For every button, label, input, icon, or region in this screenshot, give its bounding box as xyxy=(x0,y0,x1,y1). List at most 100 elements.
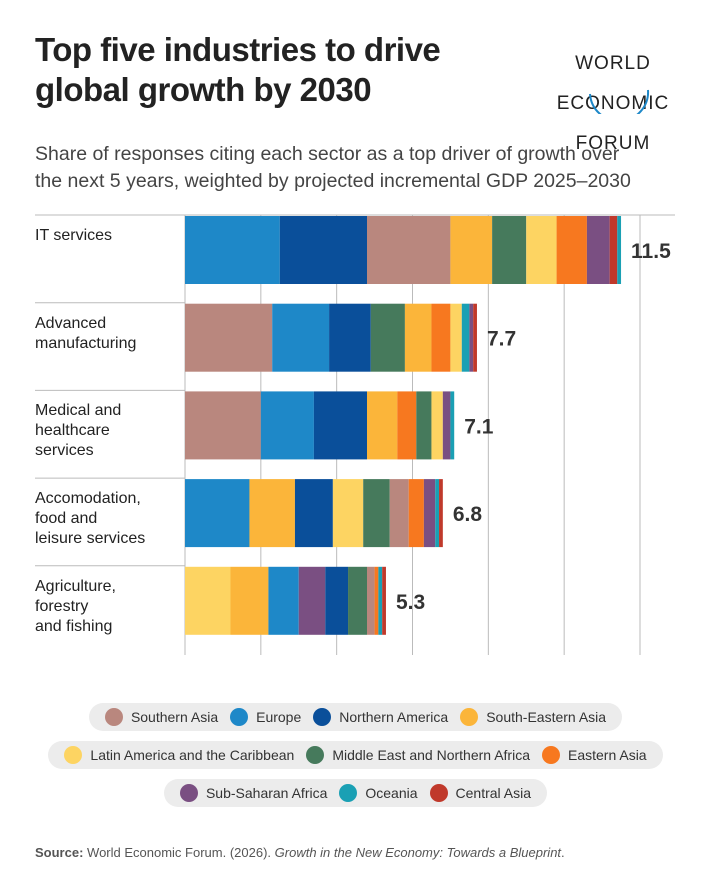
category-label: IT services xyxy=(35,227,113,244)
legend-swatch xyxy=(104,708,123,726)
bar-segment xyxy=(185,391,261,460)
bar-segment xyxy=(492,216,527,284)
bar-segment xyxy=(450,391,455,460)
bar-segment xyxy=(294,479,333,548)
bar-segment xyxy=(442,391,451,460)
legend-item: Sub-Saharan Africa xyxy=(179,784,328,802)
total-label: 11.5 xyxy=(631,240,671,263)
total-label: 6.8 xyxy=(453,503,483,526)
total-label: 5.3 xyxy=(396,591,425,614)
category-label: Medical and healthcare services xyxy=(35,402,122,460)
bar-segment xyxy=(450,303,462,372)
bar-segment xyxy=(185,216,280,284)
bar-segment xyxy=(249,479,295,548)
bar-segment xyxy=(332,479,364,548)
bar-segment xyxy=(469,303,474,372)
legend-item: Middle East and Northern Africa xyxy=(306,746,530,764)
bar-segment xyxy=(423,479,436,548)
source-title: Growth in the New Economy: Towards a Blu… xyxy=(274,845,562,860)
legend-row: Southern Asia Europe Northern America South… xyxy=(0,703,711,731)
bar-segment xyxy=(363,479,390,548)
legend-swatch xyxy=(429,784,448,802)
bar-segment xyxy=(473,303,477,372)
source-end: . xyxy=(561,845,565,860)
legend-label: Southern Asia xyxy=(130,709,219,725)
chart-title: Top five industries to drive global grow… xyxy=(35,31,441,108)
bar-segment xyxy=(461,303,470,372)
legend-swatch xyxy=(230,708,249,726)
total-label: 7.1 xyxy=(464,415,494,438)
bar-segment xyxy=(185,479,250,548)
source-label: Source: xyxy=(35,845,84,860)
bar-segment xyxy=(298,566,326,635)
total-label: 7.7 xyxy=(487,328,516,351)
bar-segment xyxy=(367,566,375,635)
bar-segment xyxy=(272,303,330,372)
legend-pill: Southern Asia Europe Northern America South… xyxy=(88,703,623,731)
legend-pill: Sub-Saharan Africa Oceania Central Asia xyxy=(163,779,548,807)
bar-segment xyxy=(268,566,299,635)
legend-swatch xyxy=(460,708,479,726)
bar-segment xyxy=(431,303,451,372)
legend-label: South-Eastern Asia xyxy=(486,709,607,725)
bar-segment xyxy=(185,303,273,372)
legend-swatch xyxy=(306,746,325,764)
bar-segment xyxy=(526,216,557,284)
bar-segment xyxy=(325,566,349,635)
bar-segment xyxy=(367,216,451,284)
source: Source: World Economic Forum. (2026). Gr… xyxy=(35,845,565,860)
category-label: Agriculture, forestry and fishing xyxy=(35,577,116,635)
bar-segment xyxy=(382,566,386,635)
bar-segment xyxy=(439,479,443,548)
logo-line: FORUM xyxy=(575,133,651,154)
chart-subtitle: Share of responses citing each sector as… xyxy=(35,143,631,192)
legend-label: Oceania xyxy=(365,785,418,801)
legend-label: Eastern Asia xyxy=(567,747,647,763)
bar-segment xyxy=(367,391,398,460)
legend-row: Latin America and the Caribbean Middle Ea… xyxy=(0,741,711,769)
legend-pill: Latin America and the Caribbean Middle Ea… xyxy=(48,741,663,769)
bar-segment xyxy=(378,566,383,635)
bar-segment xyxy=(431,391,443,460)
legend-item: Latin America and the Caribbean xyxy=(64,746,294,764)
bar-segment xyxy=(185,566,231,635)
bar-segment xyxy=(370,303,405,372)
bar-segment xyxy=(609,216,618,284)
legend-label: Middle East and Northern Africa xyxy=(332,747,530,763)
legend-label: Latin America and the Caribbean xyxy=(90,747,295,763)
legend-item: Southern Asia xyxy=(104,708,219,726)
logo-arc xyxy=(589,89,650,114)
bar-segment xyxy=(230,566,269,635)
logo-line: ECONOMIC xyxy=(556,93,670,114)
bar-segment xyxy=(397,391,417,460)
bar-segment xyxy=(435,479,440,548)
category-label: Advanced manufacturing xyxy=(35,314,137,352)
bar-segment xyxy=(586,216,610,284)
legend-item: Northern America xyxy=(313,708,448,726)
legend-item: Eastern Asia xyxy=(541,746,647,764)
legend-swatch xyxy=(179,784,198,802)
legend-swatch xyxy=(339,784,358,802)
bar-segment xyxy=(416,391,432,460)
bar-segment xyxy=(408,479,424,548)
bar-segment xyxy=(313,391,367,460)
legend-label: Europe xyxy=(256,709,302,725)
bar-segment xyxy=(617,216,622,284)
bar-segment xyxy=(389,479,409,548)
bar-segment xyxy=(374,566,379,635)
bar-segment xyxy=(348,566,367,635)
source-text: World Economic Forum. (2026). xyxy=(87,845,272,860)
legend-item: South-Eastern Asia xyxy=(460,708,606,726)
bar-segment xyxy=(450,216,493,284)
logo-line: WORLD xyxy=(575,53,651,74)
legend-item: Oceania xyxy=(339,784,418,802)
legend-swatch xyxy=(64,746,83,764)
plot: 11.5 7.7 7.1 6.8 5.3 xyxy=(35,214,675,655)
bar-segment xyxy=(404,303,432,372)
bar-segment xyxy=(279,216,367,284)
legend-swatch xyxy=(541,746,560,764)
legend-label: Sub-Saharan Africa xyxy=(205,785,328,801)
bar-segment xyxy=(260,391,314,460)
category-label: Accomodation, food and leisure services xyxy=(35,490,146,548)
